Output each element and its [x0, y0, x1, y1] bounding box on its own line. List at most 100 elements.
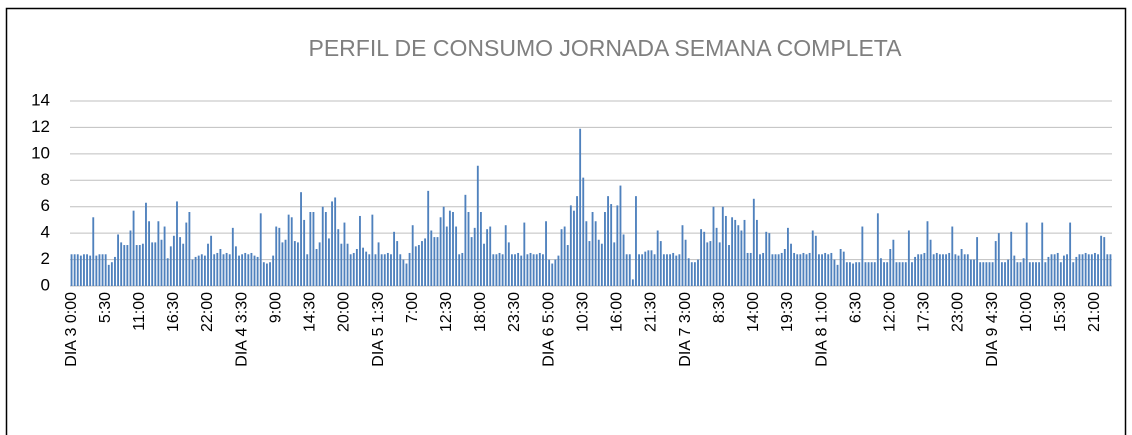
bar — [743, 219, 746, 286]
bar — [669, 254, 672, 286]
bar — [253, 255, 256, 286]
bar — [728, 245, 730, 286]
bar — [566, 245, 569, 286]
bar — [852, 263, 854, 286]
bar — [95, 255, 98, 286]
bar — [1050, 254, 1053, 286]
bar — [911, 262, 913, 286]
bar — [957, 255, 960, 286]
bar — [535, 254, 538, 286]
bar — [324, 212, 327, 286]
bar — [827, 254, 830, 286]
bar — [393, 231, 396, 286]
bar — [824, 252, 827, 286]
bar — [495, 254, 498, 286]
bar — [1094, 252, 1096, 286]
bar — [759, 254, 761, 286]
bar — [396, 241, 399, 286]
bar — [538, 252, 541, 286]
bar — [985, 262, 988, 286]
bar — [917, 254, 920, 286]
bar — [783, 249, 786, 286]
bar — [684, 239, 687, 286]
bar — [334, 197, 337, 286]
bar — [203, 255, 206, 286]
bar — [92, 217, 95, 286]
bar — [380, 254, 383, 286]
bar — [110, 262, 113, 286]
y-tick-label: 10 — [31, 143, 50, 162]
bar — [73, 254, 76, 286]
bar — [849, 262, 851, 286]
bar — [876, 213, 879, 286]
bar — [709, 241, 712, 286]
bar — [238, 255, 240, 286]
bar — [331, 201, 333, 286]
x-tick-label: 7:00 — [404, 292, 421, 323]
x-tick-label: 14:00 — [745, 292, 762, 332]
bar — [297, 242, 299, 286]
x-tick-label: 21:00 — [1086, 292, 1103, 332]
x-tick-label: 20:00 — [336, 292, 353, 332]
bar — [337, 229, 340, 286]
bar — [814, 235, 817, 286]
y-tick-label: 12 — [31, 117, 50, 136]
bar — [309, 212, 312, 286]
bar — [355, 249, 358, 286]
bar — [386, 252, 389, 286]
bar — [138, 245, 141, 286]
x-tick-label: 17:30 — [916, 292, 933, 332]
bar — [796, 254, 799, 286]
bar — [588, 241, 591, 286]
bar — [473, 227, 476, 286]
bar — [960, 249, 963, 286]
bar — [892, 239, 895, 286]
bar — [160, 239, 163, 286]
bar — [340, 243, 343, 286]
bar — [703, 231, 706, 286]
bar — [145, 202, 147, 286]
bar — [746, 252, 749, 286]
bar — [188, 212, 191, 286]
bar — [799, 254, 802, 286]
bar — [842, 251, 845, 286]
bar — [1087, 254, 1090, 286]
bar — [1031, 262, 1034, 286]
x-tick-label: 19:30 — [779, 292, 796, 332]
bar — [1078, 254, 1081, 286]
bar — [241, 254, 244, 286]
bar — [293, 241, 296, 286]
bar — [991, 262, 994, 286]
bar — [166, 258, 169, 286]
x-tick-label: DIA 4 3:30 — [233, 292, 250, 367]
bar — [861, 226, 864, 286]
bar — [507, 242, 510, 286]
bar — [935, 252, 938, 286]
bar — [408, 252, 411, 286]
x-tick-label: DIA 8 1:00 — [813, 292, 830, 367]
bar — [951, 226, 954, 286]
bar — [436, 237, 439, 286]
bar — [690, 262, 693, 286]
bar — [445, 226, 448, 286]
x-tick-label: DIA 5 1:30 — [370, 292, 387, 367]
bar — [315, 249, 318, 286]
bar — [359, 215, 361, 286]
bar — [132, 210, 135, 286]
bar — [222, 254, 225, 286]
bar — [836, 264, 839, 286]
bar — [969, 259, 972, 286]
bar — [938, 254, 941, 286]
bar — [945, 254, 948, 286]
bar — [176, 201, 178, 286]
bar — [628, 254, 631, 286]
bar — [70, 254, 73, 286]
bar — [973, 259, 975, 286]
bar — [1041, 222, 1044, 286]
bar — [1075, 256, 1078, 286]
bar — [343, 222, 346, 286]
bar — [467, 212, 470, 286]
bar — [907, 230, 910, 286]
bar — [895, 262, 898, 286]
